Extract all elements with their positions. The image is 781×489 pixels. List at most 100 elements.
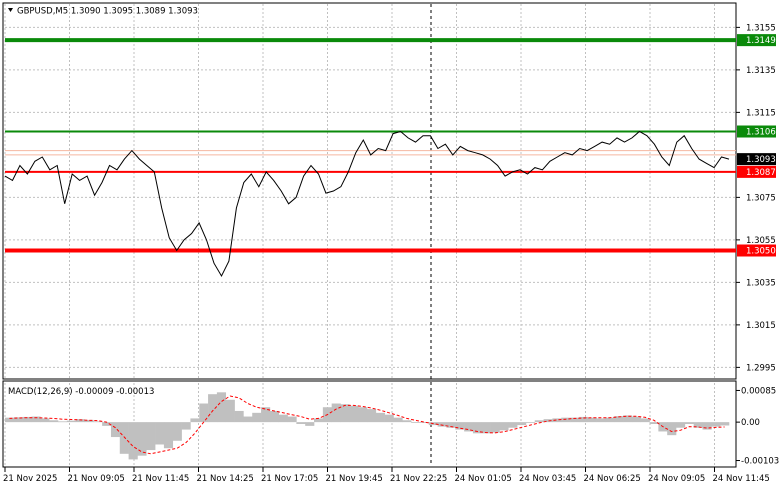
- time-tick-label: 21 Nov 19:45: [326, 474, 383, 484]
- price-tick-label: 1.3055: [746, 236, 776, 246]
- macd-bar: [623, 415, 633, 423]
- support-price-box: [737, 244, 776, 257]
- macd-bar: [22, 416, 32, 423]
- symbol-dropdown-icon[interactable]: [8, 8, 13, 12]
- macd-bar: [155, 422, 165, 445]
- macd-bar: [181, 422, 191, 430]
- macd-signal-group: [9, 395, 725, 455]
- macd-bar: [561, 417, 571, 423]
- macd-bar: [534, 420, 544, 423]
- time-tick-label: 24 Nov 03:45: [519, 474, 576, 484]
- support-price-label: 1.3087: [746, 168, 776, 178]
- macd-signal-line: [9, 395, 725, 455]
- time-axis: 21 Nov 2025 21 Nov 09:05 21 Nov 11:45 21 No…: [3, 467, 770, 484]
- macd-bar: [508, 422, 518, 428]
- resistance-price-box: [737, 34, 776, 47]
- macd-bar: [702, 422, 712, 430]
- macd-axis: 0.00085 0.00 -0.00103: [736, 386, 779, 467]
- macd-bar: [102, 422, 112, 426]
- macd-bar: [66, 420, 76, 423]
- macd-bar: [49, 420, 59, 423]
- macd-bar: [525, 422, 536, 423]
- macd-bar: [261, 407, 271, 423]
- price-tick-label: 1.3115: [746, 108, 776, 118]
- macd-bar: [305, 422, 315, 426]
- macd-bar: [570, 417, 580, 423]
- level-lines: [5, 38, 736, 253]
- macd-bar: [711, 422, 721, 427]
- macd-bar: [31, 416, 41, 423]
- macd-bar: [5, 417, 15, 423]
- macd-histogram: [5, 392, 730, 460]
- macd-bar: [419, 422, 430, 423]
- macd-bar: [499, 422, 509, 431]
- macd-bar: [455, 422, 465, 430]
- macd-bar: [146, 422, 156, 451]
- macd-bar: [684, 422, 694, 424]
- macd-bar: [128, 422, 138, 460]
- time-tick-label: 21 Nov 17:05: [261, 474, 318, 484]
- macd-bar: [278, 414, 288, 423]
- grid-lines: [4, 4, 736, 465]
- macd-bar: [631, 416, 642, 423]
- support-price-box: [737, 165, 776, 178]
- macd-bar: [269, 410, 280, 423]
- price-line-group: [4, 130, 730, 278]
- macd-bar: [296, 422, 306, 424]
- time-tick-label: 24 Nov 06:25: [584, 474, 641, 484]
- macd-tick-label: 0.00085: [741, 386, 776, 396]
- macd-bar: [84, 419, 94, 423]
- macd-bar: [693, 422, 703, 428]
- macd-bar: [375, 412, 385, 423]
- resistance-price-box: [737, 125, 776, 138]
- current-price-label: 1.3093: [746, 155, 776, 165]
- macd-bar: [252, 412, 262, 423]
- macd-bar: [190, 418, 200, 423]
- macd-bar: [472, 422, 483, 434]
- time-tick-label: 21 Nov 2025: [3, 474, 57, 484]
- main-pane-border: [2, 2, 737, 380]
- time-tick-label: 21 Nov 11:45: [132, 474, 189, 484]
- macd-bar: [667, 422, 677, 436]
- price-tick-label: 1.3035: [746, 278, 776, 288]
- price-tick-label: 1.3135: [746, 66, 776, 76]
- macd-bar: [605, 417, 615, 423]
- time-tick-label: 21 Nov 09:05: [68, 474, 125, 484]
- macd-bar: [75, 419, 85, 423]
- macd-bar: [676, 422, 686, 428]
- macd-bar: [481, 422, 491, 434]
- macd-bar: [234, 410, 244, 423]
- macd-bar: [649, 422, 659, 424]
- macd-bar: [596, 418, 606, 423]
- time-tick-label: 21 Nov 14:25: [197, 474, 254, 484]
- price-line: [4, 130, 730, 278]
- macd-bar: [314, 418, 324, 423]
- macd-pane-border: [2, 380, 737, 468]
- macd-tick-label: 0.00: [741, 418, 760, 428]
- macd-bar: [614, 416, 624, 423]
- symbol-info: GBPUSD,M5 1.3090 1.3095 1.3089 1.3093: [17, 7, 198, 17]
- macd-bar: [640, 418, 650, 423]
- macd-bar: [578, 416, 589, 423]
- macd-bar: [199, 403, 209, 423]
- price-axis: 1.3155 1.3135 1.3115 1.3075 1.3055 1.3035 1.30…: [736, 23, 776, 373]
- macd-bar: [517, 422, 527, 426]
- price-tick-label: 1.2995: [746, 363, 776, 373]
- current-price-box: [737, 153, 776, 166]
- macd-bar: [225, 399, 235, 423]
- support-price-label: 1.3050: [746, 247, 776, 257]
- macd-bar: [57, 421, 68, 423]
- macd-bar: [340, 404, 350, 423]
- macd-bar: [543, 419, 553, 423]
- macd-bar: [216, 392, 227, 423]
- macd-bar: [384, 414, 394, 423]
- macd-bar: [367, 409, 377, 423]
- macd-bar: [208, 394, 218, 423]
- macd-bar: [331, 403, 341, 423]
- macd-bar: [40, 418, 50, 423]
- macd-bar: [402, 420, 412, 423]
- macd-bar: [587, 417, 597, 423]
- macd-bar: [93, 421, 103, 423]
